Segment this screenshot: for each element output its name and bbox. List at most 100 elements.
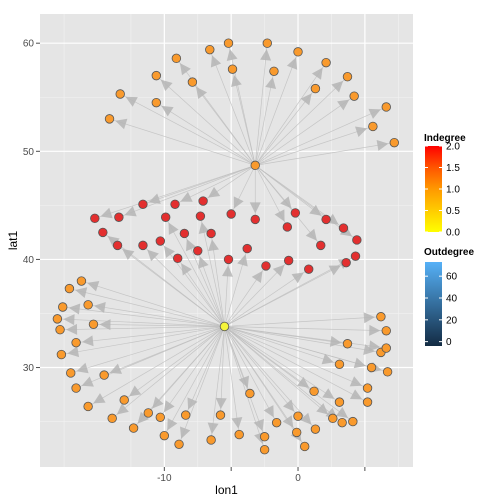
node-point bbox=[99, 370, 109, 380]
edge-arrowhead bbox=[253, 418, 264, 432]
node-point-red bbox=[160, 212, 171, 222]
edge-arrowhead bbox=[109, 363, 122, 374]
node-point bbox=[245, 388, 255, 399]
node-point bbox=[362, 383, 373, 393]
node-point bbox=[104, 114, 115, 124]
edge-arrowhead bbox=[68, 303, 81, 315]
edge-arrowhead bbox=[148, 193, 161, 204]
edge-arrowhead bbox=[161, 105, 174, 117]
edge-arrowhead bbox=[81, 376, 94, 387]
edge-arrowhead bbox=[369, 324, 381, 336]
node-point bbox=[337, 417, 347, 428]
node-point bbox=[119, 395, 129, 405]
node-point bbox=[381, 326, 391, 336]
node-point bbox=[151, 97, 162, 108]
node-point bbox=[88, 319, 99, 329]
node-point bbox=[381, 343, 391, 353]
legend-indegree-title: Indegree bbox=[424, 133, 466, 144]
node-point bbox=[58, 302, 68, 312]
node-point bbox=[55, 324, 65, 335]
node-point bbox=[83, 300, 93, 310]
legend-indegree-label: 0.0 bbox=[446, 228, 460, 239]
legend-outdegree-label: 40 bbox=[446, 294, 458, 305]
edge-arrowhead bbox=[274, 209, 285, 222]
node-point bbox=[321, 57, 331, 68]
node-point bbox=[293, 411, 303, 421]
edge-arrowhead bbox=[311, 67, 323, 80]
edge bbox=[76, 326, 225, 344]
edge-arrowhead bbox=[198, 222, 210, 234]
node-point bbox=[52, 314, 63, 324]
x-tick-label: 0 bbox=[295, 473, 301, 484]
node-point bbox=[155, 412, 166, 422]
edge-arrowhead bbox=[160, 79, 173, 92]
edge bbox=[209, 49, 256, 166]
node-point bbox=[223, 38, 234, 48]
y-tick-label: 50 bbox=[23, 147, 35, 158]
edge-arrowhead bbox=[167, 418, 178, 431]
edge-arrowhead bbox=[116, 403, 129, 415]
edge bbox=[224, 326, 277, 423]
node-point bbox=[143, 408, 153, 418]
edge-arrowhead bbox=[147, 249, 159, 262]
edge-arrowhead bbox=[137, 411, 150, 424]
node-point-red bbox=[290, 208, 301, 218]
y-tick-label: 60 bbox=[23, 39, 35, 50]
edge bbox=[200, 216, 225, 327]
edge bbox=[160, 326, 225, 418]
hub-node-top bbox=[250, 160, 260, 171]
edge bbox=[224, 326, 368, 403]
node-point bbox=[215, 410, 226, 420]
edge-arrowhead bbox=[87, 280, 100, 292]
edge bbox=[156, 75, 256, 166]
x-tick-label: -10 bbox=[157, 473, 172, 484]
edge bbox=[61, 326, 225, 355]
edge-arrowhead bbox=[355, 126, 368, 138]
node-point bbox=[334, 359, 345, 369]
edge-arrowhead bbox=[163, 245, 175, 258]
edge bbox=[178, 326, 225, 445]
x-axis-title: lon1 bbox=[215, 483, 238, 497]
legend-outdegree-label: 0 bbox=[446, 337, 452, 348]
node-point bbox=[291, 427, 302, 438]
node-point-red bbox=[198, 196, 208, 206]
edge-arrowhead bbox=[249, 202, 261, 214]
edge-arrowhead bbox=[187, 397, 198, 410]
edge bbox=[224, 326, 368, 389]
edge-arrowhead bbox=[363, 312, 375, 324]
edge-arrowhead bbox=[231, 416, 243, 429]
edge bbox=[224, 326, 316, 430]
node-point-red bbox=[170, 199, 180, 209]
edge-arrowhead bbox=[181, 263, 192, 276]
node-point-red bbox=[223, 254, 234, 265]
edge bbox=[57, 318, 225, 327]
edge-arrowhead bbox=[99, 319, 111, 331]
edge bbox=[224, 326, 334, 419]
node-point bbox=[71, 383, 81, 393]
node-point bbox=[205, 44, 215, 55]
node-point bbox=[159, 430, 170, 441]
node-point-red bbox=[90, 213, 100, 224]
edge-arrowhead bbox=[215, 397, 227, 410]
edge-arrowhead bbox=[94, 302, 106, 313]
node-point bbox=[262, 38, 272, 48]
edge bbox=[255, 95, 355, 166]
node-point-red bbox=[226, 209, 236, 219]
edge-arrowhead bbox=[207, 422, 219, 435]
node-point bbox=[271, 417, 282, 428]
node-point-red bbox=[338, 223, 349, 233]
node-point-red bbox=[316, 240, 326, 251]
edge bbox=[69, 288, 225, 327]
edge bbox=[254, 62, 327, 166]
edge-arrowhead bbox=[107, 236, 120, 248]
node-point bbox=[107, 413, 117, 424]
node-point bbox=[259, 445, 270, 455]
legend-indegree-label: 1.5 bbox=[446, 163, 460, 174]
edge-arrowhead bbox=[163, 400, 175, 413]
legends: Indegree 0.0 0.5 1.0 1.5 2.0 Outdegree 0 20 40 60 bbox=[424, 133, 474, 348]
edge-arrowhead bbox=[272, 264, 285, 277]
edge-arrowhead bbox=[122, 248, 135, 261]
edge-arrowhead bbox=[198, 256, 209, 269]
edge-arrowhead bbox=[368, 108, 381, 119]
node-point-red bbox=[98, 227, 108, 238]
